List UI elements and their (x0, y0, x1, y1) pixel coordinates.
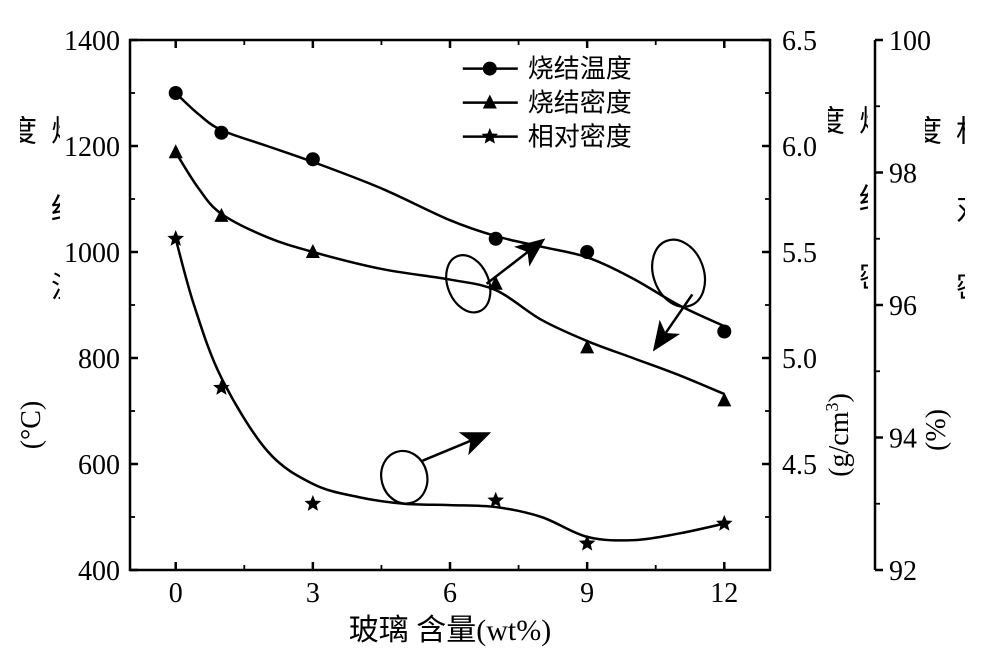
y3-tick-label: 92 (889, 556, 917, 587)
y1-tick-label: 1000 (64, 238, 120, 269)
legend-label: 相对密度 (528, 123, 632, 152)
x-tick-label: 6 (443, 578, 457, 609)
y3-tick-label: 98 (889, 159, 917, 190)
legend-label: 烧结密度 (528, 89, 632, 118)
y1-tick-label: 1400 (64, 26, 120, 57)
x-tick-label: 0 (169, 578, 183, 609)
y3-tick-label: 100 (889, 26, 931, 57)
x-tick-label: 3 (306, 578, 320, 609)
x-tick-label: 9 (580, 578, 594, 609)
y3-axis-label: 相 对 密 度 (925, 115, 965, 375)
chart-root: 0 3 6 9 12 玻璃 含量(wt%) 400 600 800 1000 1200 1400 4.5… (0, 0, 1000, 665)
svg-text:(%): (%) (921, 409, 952, 451)
y2-axis-label: 烧 结 密 度 (828, 105, 868, 365)
y1-tick-label: 800 (78, 344, 120, 375)
x-tick-label: 12 (710, 578, 738, 609)
y3-tick-label: 96 (889, 291, 917, 322)
y3-tick-label: 94 (889, 424, 917, 455)
y2-tick-label: 5.0 (782, 344, 817, 375)
legend-label: 烧结温度 (528, 55, 632, 84)
y2-tick-label: 6.0 (782, 132, 817, 163)
svg-text:(°C): (°C) (16, 401, 47, 450)
y1-tick-label: 400 (78, 556, 120, 587)
y2-tick-label: 4.5 (782, 450, 817, 481)
y1-tick-label: 1200 (64, 132, 120, 163)
legend: 烧结温度烧结密度相对密度 (463, 55, 632, 152)
y1-tick-label: 600 (78, 450, 120, 481)
x-axis-label: 玻璃 含量(wt%) (349, 614, 551, 647)
chart-svg: 0 3 6 9 12 玻璃 含量(wt%) 400 600 800 1000 1200 1400 4.5… (0, 0, 1000, 665)
y2-tick-label: 5.5 (782, 238, 817, 269)
y1-axis-label: 烧 结 温 度 (20, 115, 60, 375)
y2-tick-label: 6.5 (782, 26, 817, 57)
